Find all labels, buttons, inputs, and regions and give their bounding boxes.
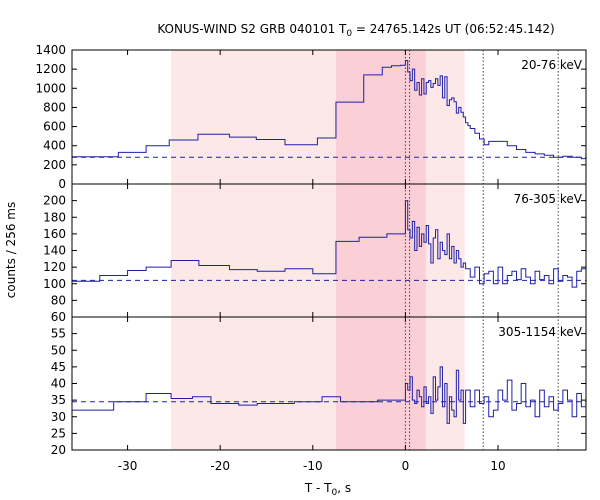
light-curve-series — [72, 200, 586, 288]
energy-band-label: 76-305 keV — [514, 192, 583, 206]
x-tick-label: -10 — [303, 459, 323, 473]
chart-title: KONUS-WIND S2 GRB 040101 T0 = 24765.142s… — [157, 22, 554, 39]
x-axis-title-suffix: , s — [337, 481, 351, 495]
y-tick-label: 1200 — [35, 62, 66, 76]
panel-0: 0 200 400 600 800 1000 1200 1400 20-76 keV — [35, 43, 587, 191]
y-tick-label: 160 — [43, 227, 66, 241]
y-tick-label: 200 — [43, 194, 66, 208]
y-tick-label: 0 — [58, 177, 66, 191]
energy-band-label: 20-76 keV — [521, 58, 583, 72]
y-tick-label: 60 — [51, 310, 66, 324]
panel-1: 60 80 100 120 140 160 180 200 76-305 keV — [43, 183, 587, 324]
y-tick-label: 1000 — [35, 81, 66, 95]
x-axis-title-subscript: 0 — [332, 488, 338, 498]
panel-2: 20 25 30 35 40 45 50 55 305-1154 keV — [51, 316, 587, 457]
x-tick-label: -20 — [210, 459, 230, 473]
chart-title-suffix: = 24765.142s UT (06:52:45.142) — [352, 22, 555, 36]
light-curve-series — [72, 366, 587, 424]
y-tick-label: 800 — [43, 100, 66, 114]
x-tick-label: 10 — [490, 459, 505, 473]
y-tick-label: 140 — [43, 244, 66, 258]
y-tick-label: 180 — [43, 210, 66, 224]
chart-title-prefix: KONUS-WIND S2 GRB 040101 T — [157, 22, 347, 36]
chart-title-subscript: 0 — [346, 29, 352, 39]
y-axis-title: counts / 256 ms — [4, 202, 18, 298]
y-tick-label: 55 — [51, 327, 66, 341]
y-tick-label: 400 — [43, 139, 66, 153]
y-tick-label: 600 — [43, 120, 66, 134]
x-axis-title-prefix: T - T — [304, 481, 332, 495]
x-tick-label: 0 — [402, 459, 410, 473]
y-tick-label: 80 — [51, 293, 66, 307]
shaded-region-1 — [335, 50, 426, 450]
light-curve-series — [72, 60, 586, 160]
y-tick-label: 35 — [51, 393, 66, 407]
y-tick-label: 25 — [51, 426, 66, 440]
y-tick-label: 45 — [51, 360, 66, 374]
y-tick-label: 120 — [43, 260, 66, 274]
y-tick-label: 20 — [51, 443, 66, 457]
y-tick-label: 1400 — [35, 43, 66, 57]
x-axis-title: T - T0, s — [304, 481, 351, 498]
y-tick-label: 100 — [43, 277, 66, 291]
y-tick-label: 50 — [51, 343, 66, 357]
y-tick-label: 30 — [51, 410, 66, 424]
energy-band-label: 305-1154 keV — [498, 325, 582, 339]
x-tick-label: -30 — [118, 459, 138, 473]
y-tick-label: 40 — [51, 377, 66, 391]
y-tick-label: 200 — [43, 158, 66, 172]
